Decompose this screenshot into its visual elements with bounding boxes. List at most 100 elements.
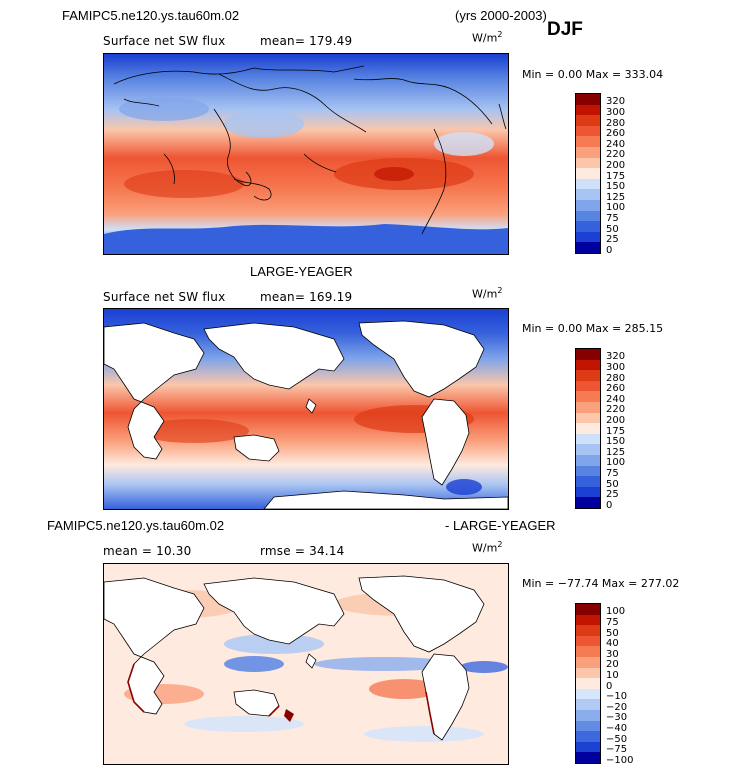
colorbar-swatch: [576, 486, 600, 498]
colorbar-swatch: [576, 423, 600, 434]
panel2-map: [103, 308, 509, 510]
panel1-map: [103, 53, 509, 255]
colorbar-label: 280: [606, 372, 626, 384]
colorbar-swatch: [576, 720, 600, 732]
colorbar-swatch: [576, 359, 600, 371]
panel2-header-center: LARGE-YEAGER: [250, 264, 353, 279]
colorbar-swatch: [576, 688, 600, 700]
colorbar-label: 280: [606, 117, 626, 129]
colorbar-swatch: [576, 667, 600, 679]
colorbar-swatch: [576, 625, 600, 636]
colorbar-label: 0: [606, 499, 613, 511]
panel2-colorbar: [575, 348, 601, 509]
panel1-map-plot: [104, 54, 508, 254]
colorbar-swatch: [576, 614, 600, 626]
colorbar-swatch: [576, 146, 600, 158]
colorbar-label: 300: [606, 106, 626, 118]
colorbar-label: 200: [606, 159, 626, 171]
panel2-mean: mean= 169.19: [260, 290, 353, 304]
colorbar-swatch: [576, 349, 600, 360]
season-label: DJF: [547, 19, 583, 40]
colorbar-label: 100: [606, 202, 626, 214]
colorbar-swatch: [576, 231, 600, 243]
colorbar-swatch: [576, 678, 600, 689]
colorbar-label: 260: [606, 383, 626, 395]
colorbar-label: 50: [606, 223, 619, 235]
colorbar-swatch: [576, 168, 600, 179]
colorbar-label: 240: [606, 138, 626, 150]
panel3-mean: mean = 10.30: [103, 544, 192, 558]
colorbar-label: 0: [606, 680, 613, 692]
colorbar-label: 150: [606, 181, 626, 193]
colorbar-swatch: [576, 115, 600, 126]
colorbar-label: 75: [606, 212, 619, 224]
colorbar-label: 30: [606, 648, 619, 660]
panel1-header-right: (yrs 2000-2003): [455, 8, 547, 23]
colorbar-swatch: [576, 125, 600, 137]
colorbar-label: 320: [606, 96, 626, 108]
colorbar-label: 220: [606, 149, 626, 161]
colorbar-swatch: [576, 370, 600, 381]
colorbar-label: −20: [606, 701, 628, 713]
panel2-subtitle: Surface net SW flux: [103, 290, 226, 304]
colorbar-label: −30: [606, 712, 628, 724]
panel3-map: [103, 563, 509, 765]
colorbar-swatch: [576, 401, 600, 413]
colorbar-swatch: [576, 656, 600, 668]
colorbar-label: 125: [606, 191, 626, 203]
colorbar-swatch: [576, 221, 600, 232]
panel2-map-plot: [104, 309, 508, 509]
colorbar-label: 50: [606, 627, 619, 639]
colorbar-swatch: [576, 104, 600, 116]
colorbar-label: 300: [606, 361, 626, 373]
panel1-units: W/m2: [472, 30, 503, 45]
panel3-minmax: Min = −77.74 Max = 277.02: [522, 577, 680, 590]
colorbar-swatch: [576, 391, 600, 402]
colorbar-label: 0: [606, 244, 613, 256]
colorbar-swatch: [576, 699, 600, 710]
colorbar-swatch: [576, 242, 600, 253]
colorbar-swatch: [576, 646, 600, 657]
colorbar-label: −50: [606, 733, 628, 745]
colorbar-swatch: [576, 465, 600, 477]
panel3-colorbar: [575, 603, 601, 764]
colorbar-swatch: [576, 635, 600, 647]
colorbar-label: −75: [606, 744, 628, 756]
colorbar-swatch: [576, 136, 600, 147]
colorbar-label: −10: [606, 691, 628, 703]
colorbar-swatch: [576, 497, 600, 508]
panel1-mean: mean= 179.49: [260, 34, 353, 48]
colorbar-label: 20: [606, 659, 619, 671]
colorbar-label: 200: [606, 414, 626, 426]
colorbar-swatch: [576, 199, 600, 211]
colorbar-label: 260: [606, 128, 626, 140]
colorbar-swatch: [576, 433, 600, 445]
colorbar-swatch: [576, 178, 600, 190]
colorbar-swatch: [576, 476, 600, 487]
colorbar-swatch: [576, 444, 600, 455]
colorbar-swatch: [576, 731, 600, 742]
colorbar-label: 220: [606, 404, 626, 416]
colorbar-swatch: [576, 412, 600, 424]
panel3-map-plot: [104, 564, 508, 764]
colorbar-label: 75: [606, 467, 619, 479]
colorbar-label: 100: [606, 457, 626, 469]
panel2-minmax: Min = 0.00 Max = 285.15: [522, 322, 664, 335]
colorbar-swatch: [576, 741, 600, 753]
panel1-colorbar: [575, 93, 601, 254]
colorbar-swatch: [576, 94, 600, 105]
panel3-header-left: FAMIPC5.ne120.ys.tau60m.02: [47, 518, 225, 533]
panel1-header-left: FAMIPC5.ne120.ys.tau60m.02: [62, 8, 240, 23]
panel3-rmse: rmse = 34.14: [260, 544, 345, 558]
colorbar-label: 320: [606, 351, 626, 363]
colorbar-swatch: [576, 709, 600, 721]
colorbar-label: 240: [606, 393, 626, 405]
colorbar-swatch: [576, 157, 600, 169]
panel2-units: W/m2: [472, 286, 503, 301]
colorbar-label: −100: [606, 754, 634, 766]
colorbar-swatch: [576, 189, 600, 200]
colorbar-label: 175: [606, 170, 626, 182]
colorbar-swatch: [576, 604, 600, 615]
colorbar-label: 125: [606, 446, 626, 458]
colorbar-label: 50: [606, 478, 619, 490]
